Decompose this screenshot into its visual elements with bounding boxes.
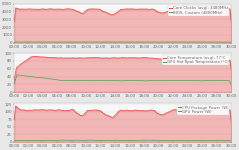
Legend: Core Clocks (avg): 3480MHz, BIOS: Custom (4800MHz): Core Clocks (avg): 3480MHz, BIOS: Custom…: [168, 6, 229, 16]
Legend: Core Temperature (avg): 77°C, GPU Hot Spot Temperature (°C): Core Temperature (avg): 77°C, GPU Hot Sp…: [162, 55, 229, 65]
Legend: CPU Package Power (W), GPU Power (W): CPU Package Power (W), GPU Power (W): [177, 105, 229, 115]
